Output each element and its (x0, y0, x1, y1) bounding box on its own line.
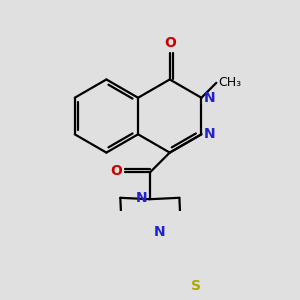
Text: O: O (164, 36, 176, 50)
Text: N: N (203, 92, 215, 105)
Text: N: N (136, 191, 148, 205)
Text: S: S (191, 279, 201, 293)
Text: N: N (153, 225, 165, 238)
Text: CH₃: CH₃ (218, 76, 242, 89)
Text: O: O (110, 164, 122, 178)
Text: N: N (203, 127, 215, 141)
